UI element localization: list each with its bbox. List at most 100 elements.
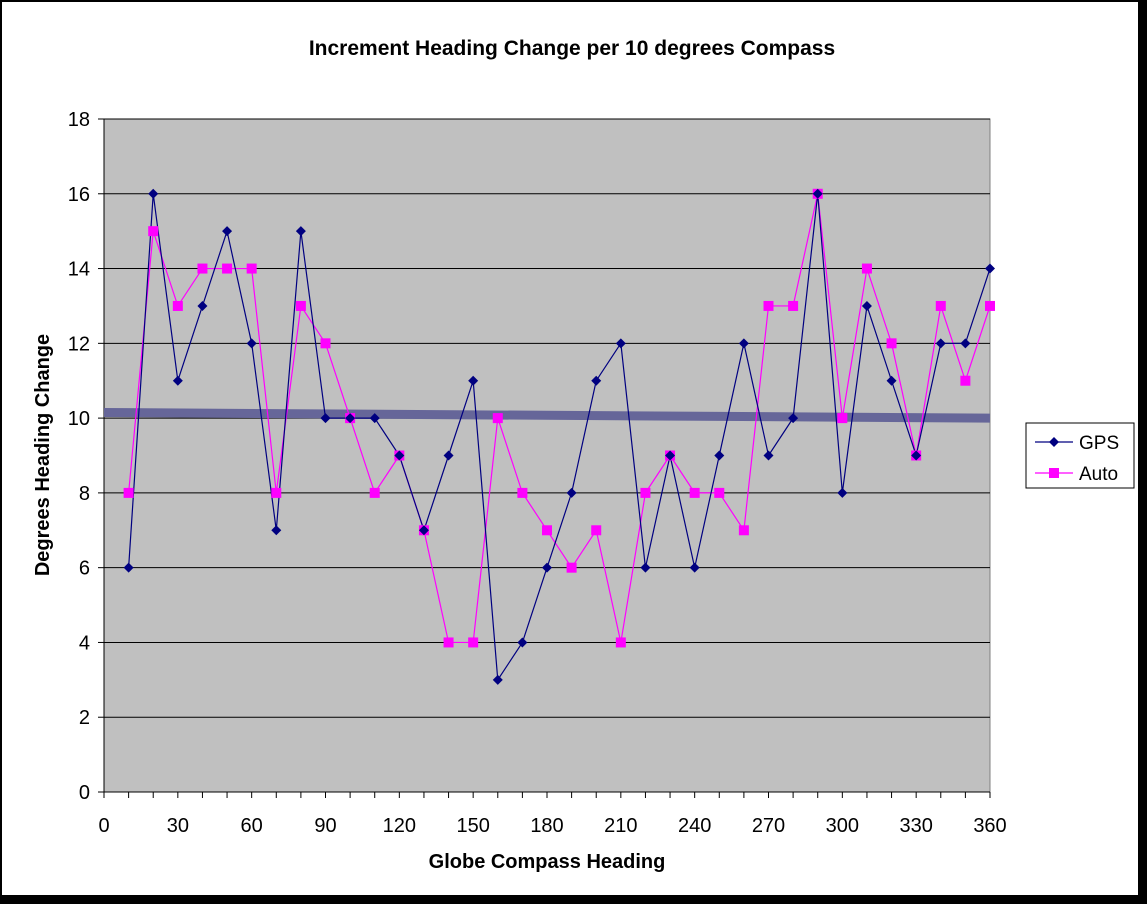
data-point-auto — [542, 525, 552, 536]
x-tick-label: 300 — [826, 815, 859, 837]
data-point-auto — [468, 637, 479, 648]
data-point-gps — [468, 375, 479, 386]
data-point-auto — [985, 300, 995, 311]
data-point-auto — [295, 300, 306, 311]
data-point-gps — [197, 300, 208, 311]
data-point-gps — [394, 450, 405, 461]
data-point-auto — [788, 300, 799, 311]
series-line-auto — [128, 193, 991, 644]
data-point-gps — [123, 562, 134, 573]
data-point-gps — [960, 338, 971, 349]
trendline-layer — [103, 408, 991, 423]
legend: GPS Auto — [1025, 422, 1135, 489]
line-chart: Increment Heading Change per 10 degrees … — [32, 37, 1135, 873]
y-tick-label: 6 — [79, 558, 90, 580]
data-point-gps — [591, 375, 602, 386]
data-point-gps — [566, 487, 577, 498]
data-point-gps — [148, 188, 159, 199]
data-point-auto — [148, 226, 159, 237]
data-point-auto — [271, 487, 282, 498]
data-point-auto — [197, 263, 208, 274]
data-point-auto — [689, 487, 700, 498]
data-point-gps — [345, 413, 356, 424]
x-axis-title: Globe Compass Heading — [429, 851, 666, 873]
data-point-auto — [517, 487, 528, 498]
data-point-auto — [861, 263, 872, 274]
data-point-gps — [320, 413, 331, 424]
series-line-gps — [128, 193, 991, 682]
data-point-gps — [418, 525, 429, 536]
data-point-auto — [886, 338, 897, 349]
x-tick-label: 210 — [604, 815, 637, 837]
x-tick-label: 60 — [241, 815, 263, 837]
data-point-gps — [985, 263, 995, 274]
y-tick-label: 16 — [68, 184, 90, 206]
legend-marker-gps — [1049, 437, 1059, 447]
legend-label-auto: Auto — [1079, 464, 1118, 485]
data-point-auto — [222, 263, 233, 274]
data-point-auto — [492, 413, 503, 424]
plot-area — [103, 118, 991, 793]
x-tick-label: 360 — [973, 815, 1006, 837]
data-point-auto — [714, 487, 725, 498]
data-point-gps — [542, 562, 552, 573]
data-point-auto — [738, 525, 749, 536]
data-point-gps — [172, 375, 183, 386]
data-point-gps — [246, 338, 257, 349]
chart-title: Increment Heading Change per 10 degrees … — [309, 37, 835, 60]
x-tick-label: 330 — [899, 815, 932, 837]
data-point-gps — [517, 637, 528, 648]
data-point-gps — [714, 450, 725, 461]
legend-marker-auto — [1049, 468, 1059, 478]
y-tick-label: 2 — [79, 707, 90, 729]
y-tick-label: 14 — [68, 259, 90, 281]
y-axis-title: Degrees Heading Change — [32, 334, 54, 576]
data-point-gps — [788, 413, 799, 424]
data-point-gps — [492, 674, 503, 685]
data-point-gps — [271, 525, 282, 536]
y-tick-label: 12 — [68, 333, 90, 355]
data-point-gps — [738, 338, 749, 349]
data-point-auto — [320, 338, 331, 349]
y-tick-label: 8 — [79, 483, 90, 505]
data-point-auto — [172, 300, 183, 311]
y-tick-label: 10 — [68, 408, 90, 430]
data-point-auto — [591, 525, 602, 536]
x-tick-label: 240 — [678, 815, 711, 837]
y-tick-label: 4 — [79, 632, 90, 654]
data-point-auto — [763, 300, 774, 311]
data-point-gps — [640, 562, 651, 573]
data-point-gps — [689, 562, 700, 573]
x-tick-label: 120 — [383, 815, 416, 837]
x-tick-label: 0 — [98, 815, 109, 837]
y-tick-label: 18 — [68, 109, 90, 131]
data-point-auto — [935, 300, 946, 311]
x-tick-label: 90 — [314, 815, 336, 837]
y-tick-label: 0 — [79, 782, 90, 804]
data-point-gps — [443, 450, 454, 461]
data-point-gps — [935, 338, 946, 349]
data-point-gps — [369, 413, 380, 424]
data-point-auto — [615, 637, 626, 648]
data-point-auto — [640, 487, 651, 498]
x-tick-label: 180 — [530, 815, 563, 837]
data-point-gps — [886, 375, 897, 386]
data-point-gps — [222, 226, 233, 237]
legend-box — [1025, 422, 1135, 489]
data-point-gps — [665, 450, 676, 461]
data-point-auto — [246, 263, 257, 274]
data-point-gps — [615, 338, 626, 349]
data-point-gps — [763, 450, 774, 461]
legend-label-gps: GPS — [1079, 433, 1119, 454]
data-point-auto — [123, 487, 134, 498]
data-point-gps — [837, 487, 848, 498]
data-point-gps — [861, 300, 872, 311]
data-point-gps — [911, 450, 922, 461]
data-point-auto — [369, 487, 380, 498]
trendline — [103, 408, 991, 423]
series-layer — [123, 188, 995, 685]
data-point-gps — [295, 226, 306, 237]
data-point-auto — [566, 562, 577, 573]
x-tick-label: 30 — [167, 815, 189, 837]
x-tick-label: 150 — [456, 815, 489, 837]
